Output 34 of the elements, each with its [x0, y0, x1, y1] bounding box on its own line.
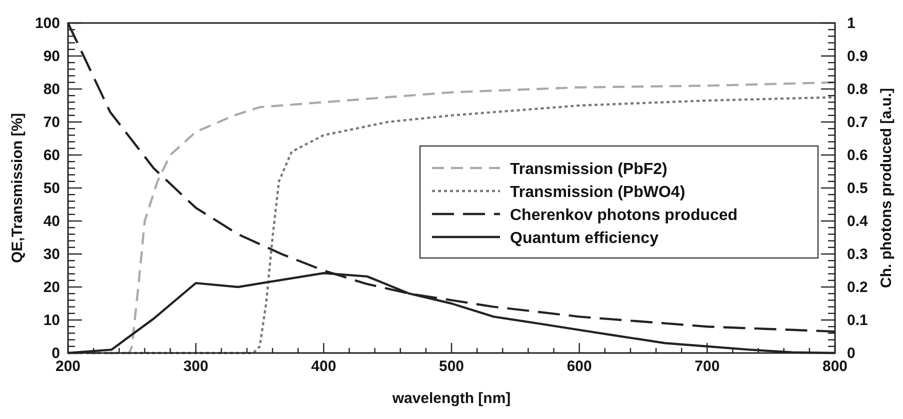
- y2-tick-label: 0.3: [847, 246, 868, 263]
- y-tick-label: 90: [43, 48, 60, 65]
- y-tick-label: 100: [34, 15, 60, 32]
- y2-tick-label: 1: [847, 15, 856, 32]
- y2-tick-label: 0: [847, 345, 856, 362]
- y2-tick-label: 0.7: [847, 114, 868, 131]
- y2-tick-label: 0.6: [847, 147, 868, 164]
- y-tick-label: 80: [43, 81, 60, 98]
- y-axis-title: QE,Transmission [%]: [9, 112, 26, 264]
- x-tick-label: 800: [822, 358, 848, 375]
- legend-label: Transmission (PbF2): [510, 161, 668, 178]
- y2-tick-label: 0.1: [847, 312, 868, 329]
- y-tick-label: 60: [43, 147, 60, 164]
- legend-label: Quantum efficiency: [510, 230, 659, 247]
- y-tick-label: 50: [43, 180, 60, 197]
- y2-tick-label: 0.4: [847, 213, 869, 230]
- y2-axis-title: Ch. photons produced [a.u.]: [878, 88, 895, 288]
- y-tick-label: 70: [43, 114, 60, 131]
- x-tick-label: 500: [438, 358, 464, 375]
- legend-label: Transmission (PbWO4): [510, 184, 686, 201]
- x-tick-label: 400: [311, 358, 336, 375]
- y2-tick-label: 0.8: [847, 81, 868, 98]
- y-tick-label: 20: [43, 279, 60, 296]
- y2-tick-label: 0.2: [847, 279, 868, 296]
- x-tick-label: 600: [566, 358, 592, 375]
- y2-tick-label: 0.5: [847, 180, 868, 197]
- x-tick-label: 700: [694, 358, 720, 375]
- y2-tick-label: 0.9: [847, 48, 868, 65]
- legend-label: Cherenkov photons produced: [510, 207, 738, 224]
- y-tick-label: 10: [43, 312, 60, 329]
- x-tick-label: 300: [183, 358, 208, 375]
- y-tick-label: 40: [43, 213, 60, 230]
- y-tick-label: 30: [43, 246, 60, 263]
- x-axis-title: wavelength [nm]: [391, 390, 511, 407]
